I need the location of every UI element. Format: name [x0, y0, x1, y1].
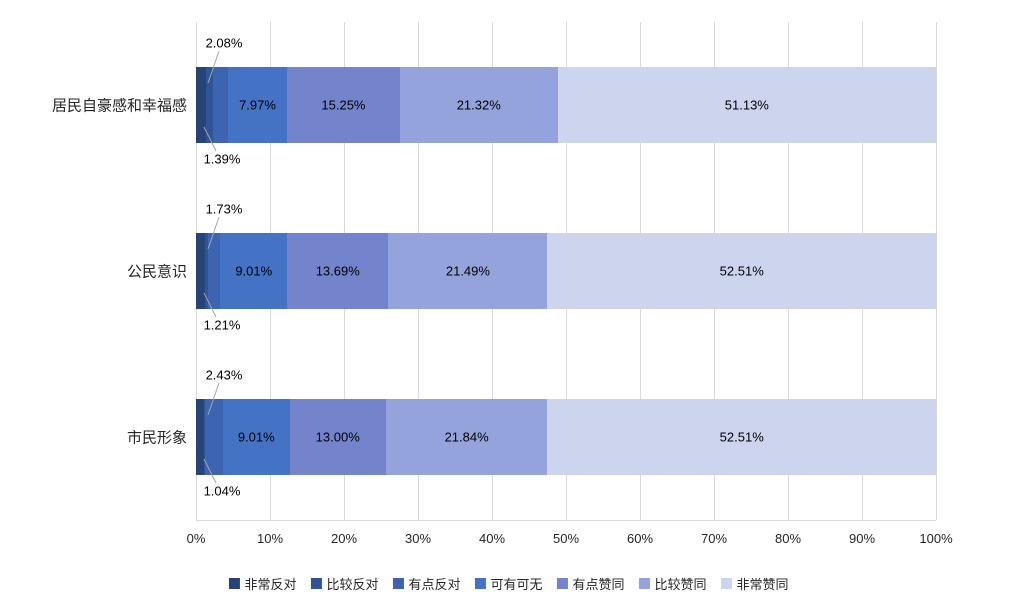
data-label: 9.01% [237, 429, 275, 445]
legend-swatch [392, 578, 404, 589]
callout-label: 2.43% [205, 367, 243, 383]
legend-item: 非常反对 [228, 574, 296, 593]
legend-label: 比较反对 [326, 577, 379, 592]
legend-swatch [310, 578, 322, 589]
bar-segment-比较赞同 [388, 233, 548, 309]
legend-item: 有点反对 [392, 574, 460, 593]
category-label: 居民自豪感和幸福感 [51, 97, 187, 115]
bar-segment-可有可无 [228, 67, 287, 143]
bar-segment-可有可无 [222, 399, 290, 475]
x-tick-label: 60% [626, 531, 654, 546]
legend-swatch [228, 578, 240, 589]
category-label: 公民意识 [126, 263, 187, 281]
data-label: 52.51% [719, 429, 764, 445]
bar-segment-非常赞同 [547, 399, 936, 475]
legend-swatch [638, 578, 650, 589]
legend-swatch [474, 578, 486, 589]
callout-label: 1.73% [205, 201, 243, 217]
data-label: 21.49% [445, 263, 490, 279]
x-tick-label: 90% [848, 531, 876, 546]
legend-label: 可有可无 [490, 577, 543, 592]
bar-row: 9.01% 13.00% 21.84% 52.51% [196, 399, 936, 475]
x-tick-label: 20% [330, 531, 358, 546]
bar-segment-比较赞同 [385, 399, 548, 475]
bar-segment-非常赞同 [547, 233, 936, 309]
bar-segment-有点赞同 [289, 399, 386, 475]
legend-label: 非常反对 [244, 577, 297, 592]
data-label: 21.32% [456, 97, 501, 113]
gridline [936, 22, 937, 520]
legend-item: 非常赞同 [720, 574, 789, 593]
category-label: 市民形象 [126, 429, 187, 447]
legend-item: 可有可无 [474, 574, 543, 593]
callout-label: 2.08% [205, 35, 243, 51]
bar-segment-非常反对 [196, 233, 205, 309]
legend-item: 比较反对 [310, 574, 378, 593]
legend-label: 有点反对 [408, 577, 461, 592]
bar-segment-有点反对 [212, 67, 229, 143]
x-tick-label: 30% [404, 531, 432, 546]
bar-segment-非常赞同 [557, 67, 936, 143]
x-tick-label: 100% [919, 531, 953, 546]
legend: 非常反对 比较反对 有点反对 可有可无 有点赞同 比较赞同 非常赞同 [228, 574, 789, 593]
bar-segment-比较赞同 [399, 67, 558, 143]
data-label: 52.51% [719, 263, 764, 279]
bar-segment-比较反对 [206, 67, 213, 143]
bar-segment-有点赞同 [287, 67, 400, 143]
x-tick-label: 10% [256, 531, 284, 546]
legend-swatch [720, 578, 732, 589]
data-label: 15.25% [321, 97, 366, 113]
bar-segment-有点反对 [204, 399, 223, 475]
legend-label: 比较赞同 [654, 577, 707, 592]
plot-area: 7.97% 15.25% 21.32% 51.13% 9.01% 13.69% 21.49%… [196, 22, 937, 521]
data-label: 7.97% [239, 97, 276, 113]
x-tick-label: 70% [700, 531, 728, 546]
data-label: 13.00% [315, 429, 360, 445]
bar-segment-有点赞同 [287, 233, 389, 309]
x-tick-label: 0% [186, 531, 206, 546]
x-tick-label: 40% [478, 531, 506, 546]
data-label: 9.01% [235, 263, 273, 279]
data-label: 51.13% [724, 97, 769, 113]
data-label: 21.84% [444, 429, 489, 445]
bar-segment-比较反对 [204, 233, 208, 309]
legend-item: 比较赞同 [638, 574, 707, 593]
bar-segment-可有可无 [220, 233, 288, 309]
legend-label: 非常赞同 [736, 577, 789, 592]
bar-segment-非常反对 [196, 399, 204, 475]
callout-label: 1.39% [203, 151, 241, 167]
legend-label: 有点赞同 [572, 577, 625, 592]
legend-swatch [556, 578, 568, 589]
bar-row: 9.01% 13.69% 21.49% 52.51% [196, 233, 936, 309]
data-label: 13.69% [315, 263, 360, 279]
callout-label: 1.04% [203, 483, 241, 499]
bar-row: 7.97% 15.25% 21.32% 51.13% [196, 67, 936, 143]
bar-segment-非常反对 [196, 67, 207, 143]
x-tick-label: 50% [552, 531, 580, 546]
bar-segment-有点反对 [207, 233, 221, 309]
bar-segment-比较反对 [203, 399, 205, 475]
legend-item: 有点赞同 [556, 574, 625, 593]
callout-label: 1.21% [203, 317, 241, 333]
x-tick-label: 80% [774, 531, 802, 546]
